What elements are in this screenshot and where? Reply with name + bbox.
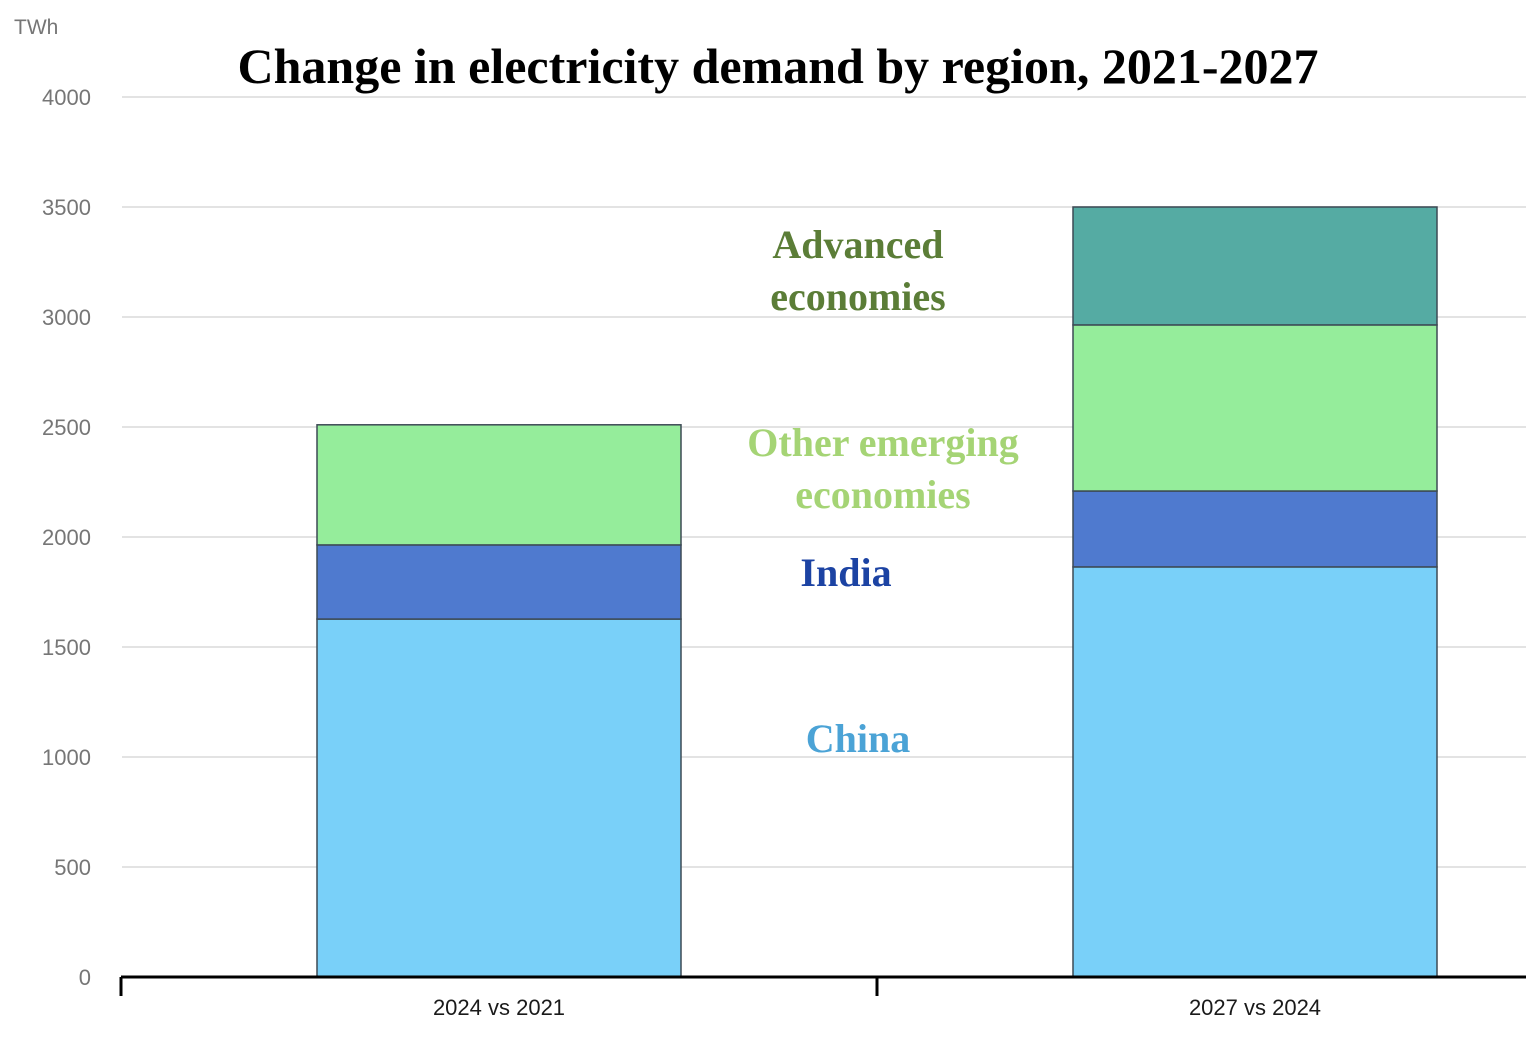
bar-segment-china bbox=[316, 618, 682, 978]
y-axis-unit-label: TWh bbox=[14, 16, 58, 39]
annotation-india: India bbox=[800, 550, 891, 595]
y-tick-label: 500 bbox=[54, 855, 91, 880]
bar-segment-other-emerging-economies bbox=[1072, 324, 1438, 492]
bars bbox=[316, 206, 1438, 978]
x-category-label: 2024 vs 2021 bbox=[433, 995, 565, 1020]
y-axis-ticks: 0 500 1000 1500 2000 2500 3000 3500 4000 bbox=[42, 85, 91, 990]
annotation-advanced-economies: economies bbox=[770, 274, 946, 319]
y-tick-label: 1000 bbox=[42, 745, 91, 770]
y-tick-label: 2000 bbox=[42, 525, 91, 550]
bar-stack bbox=[316, 424, 682, 978]
chart-title: Change in electricity demand by region, … bbox=[238, 38, 1319, 94]
series-annotations: Advanced economies Other emerging economies… bbox=[747, 222, 1018, 761]
bar-segment-china bbox=[1072, 566, 1438, 978]
annotation-china: China bbox=[806, 716, 911, 761]
bar-stack bbox=[1072, 206, 1438, 978]
y-tick-label: 0 bbox=[79, 965, 91, 990]
y-tick-label: 3500 bbox=[42, 195, 91, 220]
y-tick-label: 4000 bbox=[42, 85, 91, 110]
y-tick-label: 3000 bbox=[42, 305, 91, 330]
annotation-other-emerging-economies: economies bbox=[795, 472, 971, 517]
bar-segment-advanced-economies bbox=[1072, 206, 1438, 326]
y-tick-label: 2500 bbox=[42, 415, 91, 440]
annotation-advanced-economies: Advanced bbox=[772, 222, 943, 267]
bar-segment-india bbox=[1072, 490, 1438, 568]
y-tick-label: 1500 bbox=[42, 635, 91, 660]
annotation-other-emerging-economies: Other emerging bbox=[747, 420, 1018, 465]
bar-segment-india bbox=[316, 544, 682, 620]
bar-segment-other-emerging-economies bbox=[316, 424, 682, 546]
x-category-label: 2027 vs 2024 bbox=[1189, 995, 1321, 1020]
x-axis: 2024 vs 2021 2027 vs 2024 bbox=[119, 975, 1526, 1020]
